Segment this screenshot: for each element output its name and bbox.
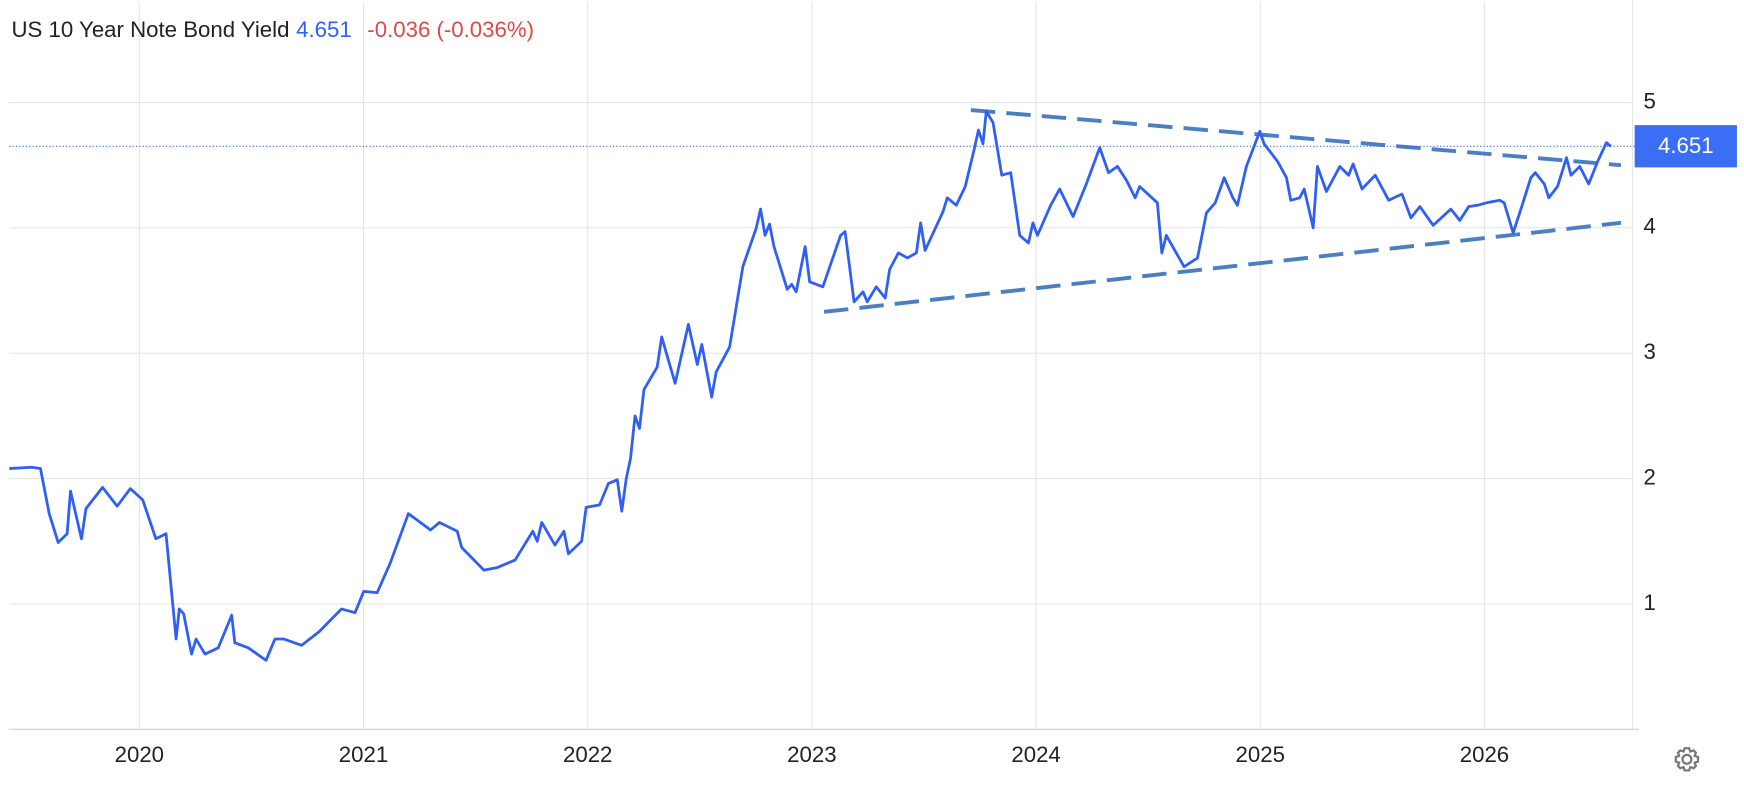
chart-header: US 10 Year Note Bond Yield 4.651 -0.036 (-… bbox=[12, 17, 535, 42]
last-value-label: 4.651 bbox=[1658, 133, 1714, 158]
trend-line bbox=[970, 108, 1622, 168]
grid bbox=[9, 2, 1633, 730]
trend-line bbox=[823, 220, 1622, 314]
yield-line bbox=[9, 109, 1612, 662]
x-tick-label: 2026 bbox=[1460, 742, 1509, 767]
x-tick-label: 2020 bbox=[115, 742, 164, 767]
last-value-box bbox=[1634, 125, 1737, 168]
x-tick-label: 2023 bbox=[787, 742, 836, 767]
y-tick-label: 1 bbox=[1644, 590, 1656, 615]
x-tick-label: 2022 bbox=[563, 742, 612, 767]
last-value: 4.651 bbox=[296, 17, 352, 42]
settings-icon[interactable] bbox=[1674, 747, 1700, 772]
change: -0.036 (-0.036%) bbox=[367, 17, 534, 42]
x-tick-label: 2021 bbox=[339, 742, 388, 767]
y-tick-label: 2 bbox=[1644, 464, 1656, 489]
x-tick-label: 2024 bbox=[1011, 742, 1060, 767]
y-tick-label: 4 bbox=[1644, 214, 1656, 239]
chart-title: US 10 Year Note Bond Yield bbox=[12, 17, 290, 42]
y-tick-label: 3 bbox=[1644, 339, 1656, 364]
settings-icon-gear bbox=[1674, 747, 1700, 772]
settings-icon-core bbox=[1681, 753, 1693, 765]
x-tick-label: 2025 bbox=[1236, 742, 1285, 767]
y-tick-label: 5 bbox=[1644, 88, 1656, 113]
